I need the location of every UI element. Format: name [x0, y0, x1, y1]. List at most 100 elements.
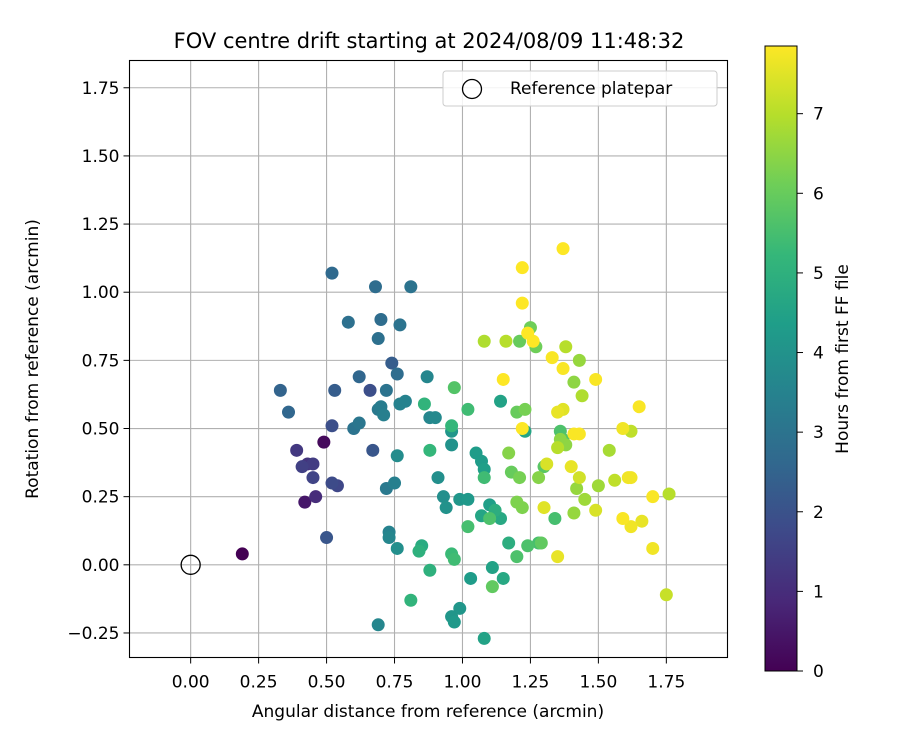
data-point: [431, 471, 445, 485]
colorbar: 0 1 2 3 4 5 6 7 Hours from first FF file: [764, 45, 853, 682]
data-point: [461, 402, 475, 416]
y-tick-label: 1.50: [82, 147, 120, 167]
data-point: [461, 520, 475, 534]
data-point: [540, 457, 554, 471]
data-point: [298, 495, 312, 509]
data-point: [306, 471, 320, 485]
data-point: [635, 514, 649, 528]
data-point: [564, 460, 578, 474]
data-point: [328, 383, 342, 397]
data-point: [290, 443, 304, 457]
data-point: [483, 511, 497, 525]
data-point: [513, 471, 527, 485]
legend-marker-open-circle: [461, 78, 483, 100]
data-point: [572, 353, 586, 367]
data-point: [477, 631, 491, 645]
reference-marker-group: [180, 554, 201, 575]
data-point: [341, 315, 355, 329]
chart-title: FOV centre drift starting at 2024/08/09 …: [174, 29, 685, 53]
data-point: [445, 438, 459, 452]
data-point: [646, 490, 660, 504]
data-point: [567, 375, 581, 389]
data-point: [464, 571, 478, 585]
data-points: [235, 242, 676, 645]
data-point: [325, 266, 339, 280]
data-point: [309, 490, 323, 504]
data-point: [477, 471, 491, 485]
legend-label-reference-platepar: Reference platepar: [510, 79, 672, 99]
data-point: [485, 580, 499, 594]
y-tick-label: −0.25: [67, 624, 119, 644]
data-point: [390, 449, 404, 463]
x-tick-label: 0.50: [308, 673, 346, 693]
data-point: [608, 473, 622, 487]
colorbar-label: Hours from first FF file: [833, 264, 853, 454]
data-point: [515, 296, 529, 310]
data-point: [496, 571, 510, 585]
data-point: [385, 356, 399, 370]
data-point: [371, 332, 385, 346]
data-point: [306, 457, 320, 471]
y-axis-ticks: −0.25 0.00 0.25 0.50 0.75 1.00 1.25 1.50 1.75: [67, 79, 130, 644]
data-point: [412, 544, 426, 558]
data-point: [436, 490, 450, 504]
data-point: [445, 419, 459, 433]
data-point: [502, 536, 516, 550]
data-point: [371, 618, 385, 632]
data-point: [485, 561, 499, 575]
x-axis-ticks: 0.00 0.25 0.50 0.75 1.00 1.25 1.50 1.75: [172, 657, 685, 693]
colorbar-tick-label: 4: [813, 344, 824, 364]
data-point: [551, 441, 565, 455]
data-point: [559, 340, 573, 354]
x-tick-label: 1.75: [647, 673, 685, 693]
data-point: [404, 593, 418, 607]
data-point: [352, 370, 366, 384]
data-point: [602, 443, 616, 457]
data-point: [496, 372, 510, 386]
data-point: [534, 536, 548, 550]
grid: [129, 60, 728, 658]
data-point: [567, 506, 581, 520]
data-point: [515, 501, 529, 515]
colorbar-gradient: [764, 45, 798, 672]
data-point: [624, 520, 638, 534]
data-point: [513, 334, 527, 348]
data-point: [521, 539, 535, 553]
data-point: [589, 372, 603, 386]
data-point: [447, 381, 461, 395]
data-point: [461, 492, 475, 506]
data-point: [282, 405, 296, 419]
data-point: [368, 280, 382, 294]
data-point: [317, 435, 331, 449]
colorbar-tick-label: 6: [813, 184, 824, 204]
data-point: [325, 476, 339, 490]
data-point: [515, 261, 529, 275]
data-point: [420, 370, 434, 384]
colorbar-tick-label: 3: [813, 423, 824, 443]
data-point: [545, 351, 559, 365]
data-point: [548, 511, 562, 525]
data-point: [551, 405, 565, 419]
data-point: [417, 397, 431, 411]
data-point: [477, 334, 491, 348]
data-point: [589, 503, 603, 517]
data-point: [556, 242, 570, 256]
data-point: [575, 389, 589, 403]
data-point: [382, 531, 396, 545]
x-tick-label: 0.25: [240, 673, 278, 693]
data-point: [572, 427, 586, 441]
x-tick-label: 1.00: [444, 673, 482, 693]
y-axis-label: Rotation from reference (arcmin): [23, 219, 43, 499]
data-point: [423, 443, 437, 457]
plot-frame: [128, 59, 729, 659]
data-point: [551, 550, 565, 564]
colorbar-tick-label: 2: [813, 503, 824, 523]
data-point: [295, 460, 309, 474]
legend: Reference platepar: [442, 70, 718, 107]
data-point: [393, 318, 407, 332]
data-point: [363, 383, 377, 397]
data-point: [398, 394, 412, 408]
x-tick-label: 1.25: [512, 673, 550, 693]
data-point: [390, 541, 404, 555]
